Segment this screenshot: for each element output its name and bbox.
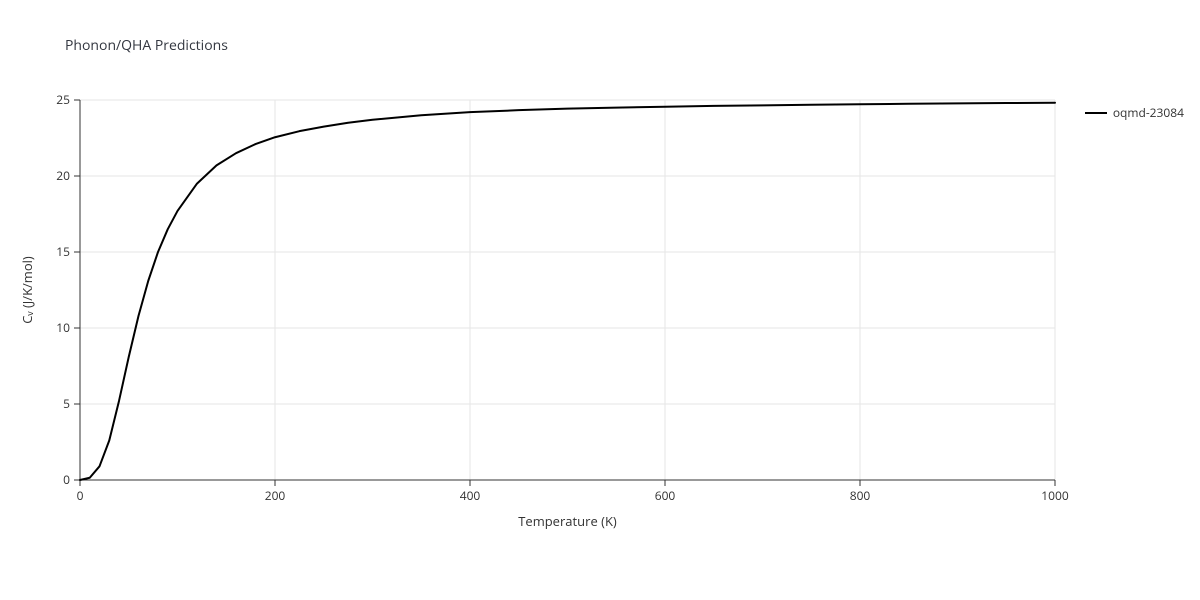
svg-text:15: 15 (56, 243, 70, 260)
legend-label: oqmd-23084 (1113, 104, 1184, 121)
svg-text:0: 0 (63, 471, 70, 488)
svg-text:10: 10 (56, 319, 70, 336)
svg-text:Cᵥ (J/K/mol): Cᵥ (J/K/mol) (18, 256, 36, 324)
svg-text:0: 0 (77, 487, 84, 504)
svg-text:1000: 1000 (1041, 487, 1069, 504)
svg-text:20: 20 (56, 167, 70, 184)
svg-text:25: 25 (56, 91, 70, 108)
svg-text:400: 400 (460, 487, 481, 504)
svg-text:800: 800 (850, 487, 871, 504)
svg-text:5: 5 (63, 395, 70, 412)
svg-text:200: 200 (265, 487, 286, 504)
svg-text:Temperature (K): Temperature (K) (518, 512, 617, 530)
svg-text:600: 600 (655, 487, 676, 504)
chart-svg: 0 200 400 600 800 1000 0 5 10 15 20 25 Temperature (… (0, 0, 1200, 600)
legend-swatch (1085, 112, 1107, 114)
legend: oqmd-23084 (1085, 104, 1184, 121)
chart-container: Phonon/QHA Predictions 02004006008001000… (0, 0, 1200, 600)
